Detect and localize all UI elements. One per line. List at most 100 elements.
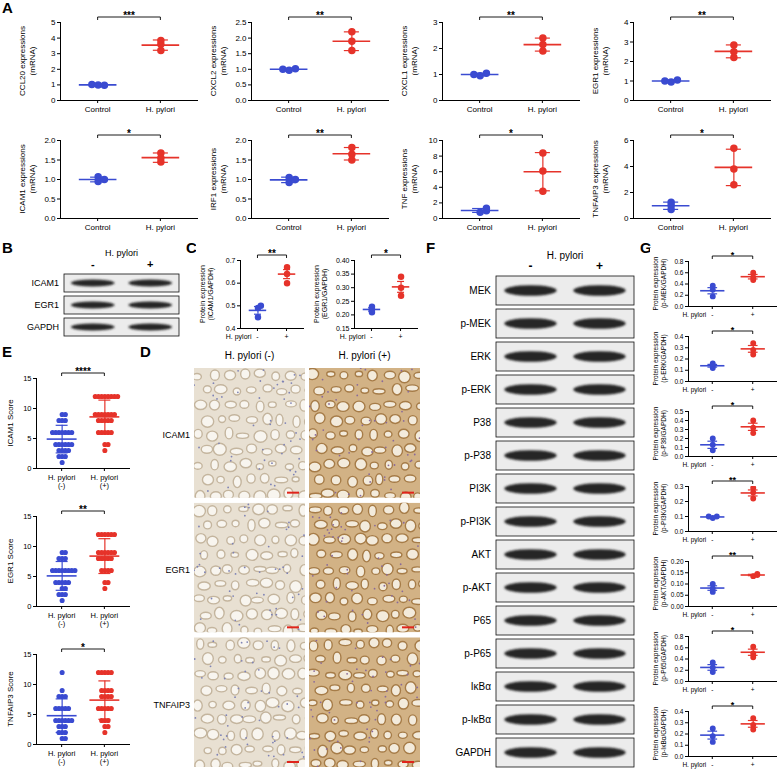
svg-text:0.6: 0.6: [674, 644, 683, 651]
svg-text:*: *: [731, 700, 735, 710]
svg-text:GAPDH: GAPDH: [27, 322, 59, 332]
svg-text:4: 4: [433, 183, 438, 192]
svg-text:TNFAIP3 expressions: TNFAIP3 expressions: [591, 140, 600, 217]
svg-text:Protein expression: Protein expression: [652, 631, 660, 685]
svg-text:(p-P65/GAPDH): (p-P65/GAPDH): [660, 635, 668, 682]
svg-text:IκBα: IκBα: [471, 681, 491, 692]
svg-text:*: *: [731, 250, 735, 260]
svg-text:**: **: [79, 504, 87, 515]
svg-text:1.0: 1.0: [235, 65, 247, 74]
svg-text:TNFAIP3: TNFAIP3: [153, 700, 190, 710]
svg-text:-: -: [711, 611, 713, 618]
svg-text:1: 1: [433, 70, 438, 79]
svg-text:(p-ERK/GAPDH): (p-ERK/GAPDH): [660, 334, 668, 382]
svg-text:**: **: [316, 10, 324, 21]
svg-text:IRF1 expressions: IRF1 expressions: [209, 148, 218, 210]
svg-text:2.0: 2.0: [235, 34, 247, 43]
svg-text:+: +: [398, 333, 402, 340]
svg-text:0.4: 0.4: [674, 655, 683, 662]
svg-text:+: +: [284, 333, 288, 340]
svg-text:0.5: 0.5: [235, 195, 247, 204]
svg-text:(+): (+): [100, 619, 110, 628]
svg-text:Control: Control: [276, 105, 302, 114]
svg-text:8: 8: [433, 152, 438, 161]
svg-text:GAPDH: GAPDH: [455, 747, 491, 758]
svg-text:TNF expressions: TNF expressions: [400, 149, 409, 209]
svg-text:EGR1 Score: EGR1 Score: [6, 538, 15, 583]
svg-text:H. pylori: H. pylori: [719, 223, 749, 232]
svg-text:2.0: 2.0: [235, 136, 247, 145]
svg-text:Protein expression: Protein expression: [652, 331, 660, 385]
svg-text:Protein expression: Protein expression: [652, 556, 660, 610]
svg-text:0.0: 0.0: [674, 528, 683, 535]
svg-text:p-P38: p-P38: [464, 450, 491, 461]
svg-text:CXCL2 expressions: CXCL2 expressions: [209, 26, 218, 97]
svg-text:H. pylori: H. pylori: [340, 333, 366, 341]
svg-text:Control: Control: [85, 105, 111, 114]
svg-text:6: 6: [624, 136, 629, 145]
svg-text:0.0: 0.0: [674, 453, 683, 460]
svg-text:0.25: 0.25: [336, 298, 350, 305]
svg-text:0.2: 0.2: [674, 435, 683, 442]
svg-text:(p-MEK/GAPDH): (p-MEK/GAPDH): [660, 259, 668, 308]
svg-text:0.30: 0.30: [336, 284, 350, 291]
svg-text:H. pylori: H. pylori: [528, 105, 558, 114]
svg-text:(mRNA): (mRNA): [601, 164, 610, 193]
svg-text:(mRNA): (mRNA): [410, 46, 419, 75]
svg-text:3: 3: [51, 49, 56, 58]
svg-text:2: 2: [624, 188, 629, 197]
svg-text:0: 0: [433, 214, 438, 223]
svg-text:15: 15: [23, 512, 31, 521]
svg-text:(mRNA): (mRNA): [28, 46, 37, 75]
svg-text:0.5: 0.5: [235, 80, 247, 89]
svg-text:0.00: 0.00: [671, 603, 684, 610]
svg-text:**: **: [698, 10, 706, 21]
svg-text:0.2: 0.2: [674, 355, 683, 362]
svg-text:(+): (+): [100, 481, 110, 490]
svg-text:p-ERK: p-ERK: [462, 384, 492, 395]
svg-text:0: 0: [624, 214, 629, 223]
svg-text:0.2: 0.2: [674, 291, 683, 298]
svg-text:5: 5: [51, 18, 56, 27]
svg-text:+: +: [751, 386, 755, 393]
svg-text:H. pylori: H. pylori: [682, 761, 706, 769]
svg-text:4: 4: [624, 18, 629, 27]
svg-text:1: 1: [51, 80, 56, 89]
svg-text:**: **: [268, 248, 276, 259]
svg-text:0.7: 0.7: [226, 257, 236, 264]
svg-text:-: -: [711, 761, 713, 768]
svg-text:2: 2: [624, 57, 629, 66]
svg-text:H. pylori: H. pylori: [547, 250, 584, 261]
svg-text:4: 4: [51, 34, 56, 43]
svg-text:**: **: [729, 550, 737, 560]
svg-text:2: 2: [433, 44, 438, 53]
svg-text:5: 5: [27, 572, 31, 581]
svg-text:EGR1 expressions: EGR1 expressions: [591, 28, 600, 95]
svg-text:0.5: 0.5: [674, 408, 683, 415]
svg-text:H. pylori (+): H. pylori (+): [339, 350, 391, 361]
svg-text:H. pylori: H. pylori: [719, 105, 749, 114]
svg-text:0.05: 0.05: [671, 591, 684, 598]
svg-text:(EGR1/GAPDH): (EGR1/GAPDH): [321, 269, 329, 320]
svg-text:+: +: [751, 686, 755, 693]
svg-text:*: *: [81, 642, 85, 653]
svg-text:Control: Control: [467, 223, 493, 232]
svg-text:0.20: 0.20: [336, 311, 350, 318]
svg-text:0: 0: [27, 464, 31, 473]
svg-text:-: -: [256, 333, 259, 340]
svg-text:*: *: [731, 400, 735, 410]
svg-text:H. pylori: H. pylori: [337, 223, 367, 232]
svg-text:Control: Control: [85, 223, 111, 232]
svg-text:p-AKT: p-AKT: [463, 582, 491, 593]
svg-text:0.3: 0.3: [674, 719, 683, 726]
svg-text:15: 15: [23, 650, 31, 659]
svg-text:ICAM1 Score: ICAM1 Score: [6, 399, 15, 447]
svg-text:-: -: [370, 333, 373, 340]
svg-text:0.6: 0.6: [674, 269, 683, 276]
svg-text:(mRNA): (mRNA): [410, 164, 419, 193]
svg-text:10: 10: [23, 680, 31, 689]
svg-text:0.1: 0.1: [674, 513, 683, 520]
svg-text:ICAM1 expressions: ICAM1 expressions: [18, 144, 27, 213]
svg-text:0.4: 0.4: [674, 708, 683, 715]
svg-text:Protein expression: Protein expression: [313, 265, 321, 323]
